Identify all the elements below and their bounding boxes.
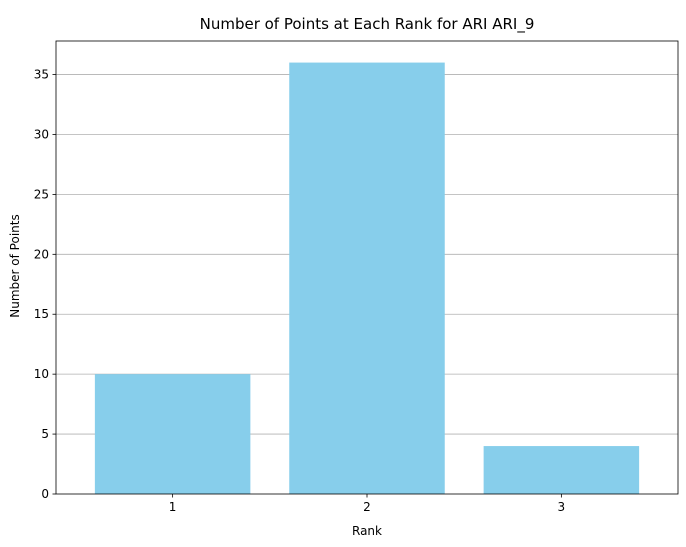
y-axis-label: Number of Points (8, 214, 22, 317)
x-tick-label: 1 (169, 500, 177, 514)
y-tick-label: 20 (34, 247, 49, 261)
y-tick-label: 5 (41, 427, 49, 441)
y-tick-label: 10 (34, 367, 49, 381)
y-tick-label: 35 (34, 68, 49, 82)
y-tick-label: 0 (41, 487, 49, 501)
bar-layer (94, 62, 640, 494)
plot-frame (55, 40, 679, 495)
y-tick-label: 15 (34, 307, 49, 321)
x-tick-label: 2 (363, 500, 371, 514)
bar-rank-1 (94, 374, 251, 494)
x-tick-label: 3 (558, 500, 566, 514)
axis-layer: 0 5 10 15 20 25 30 35 1 2 3 (34, 40, 679, 514)
bar-rank-3 (483, 446, 640, 494)
chart-title: Number of Points at Each Rank for ARI AR… (200, 15, 535, 34)
y-tick-label: 30 (34, 127, 49, 141)
y-tick-label: 25 (34, 187, 49, 201)
x-axis-label: Rank (352, 524, 382, 538)
bar-rank-2 (289, 62, 445, 494)
